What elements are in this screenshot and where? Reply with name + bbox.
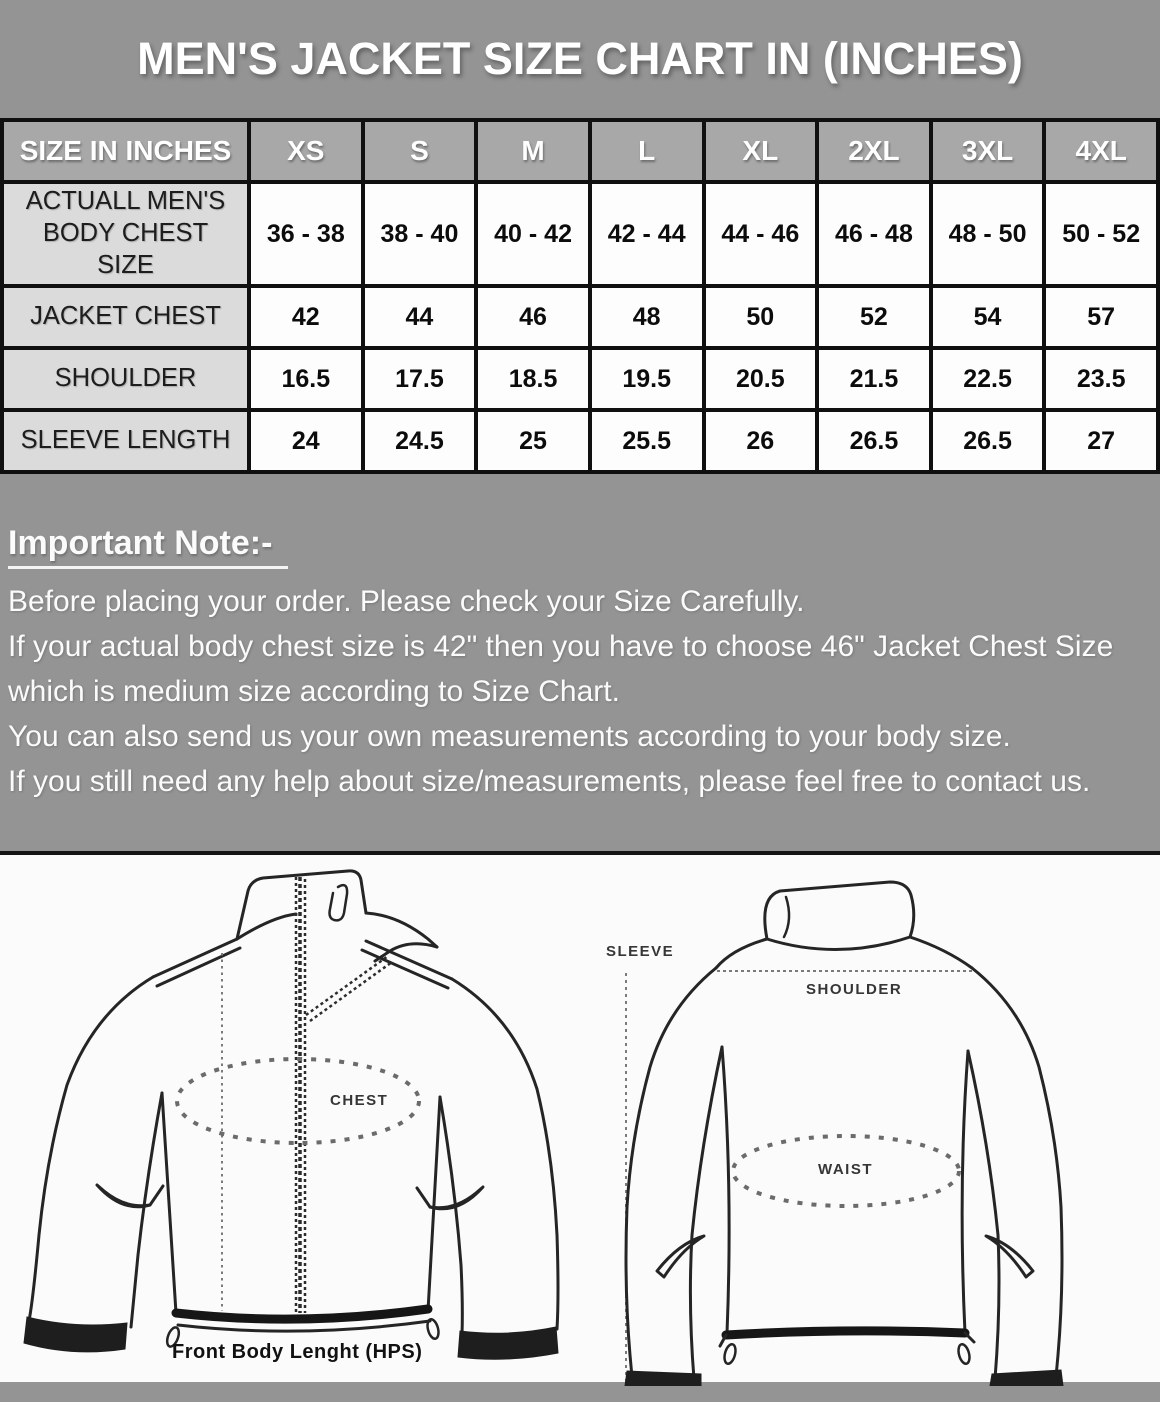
size-table-row: SLEEVE LENGTH 24 24.5 25 25.5 26 26.5 26.5 27 [0,408,1160,474]
back-left-cuff [624,1370,702,1386]
size-value-cell: 17.5 [360,346,479,412]
size-value-cell: 27 [1042,408,1160,474]
size-value-cell: 24 [247,408,365,474]
note-line: Before placing your order. Please check … [8,585,805,618]
back-shoulders [714,935,974,970]
size-value-cell: 46 [474,284,592,350]
note-body: Before placing your order. Please check … [8,579,1146,804]
front-left-cuff [23,1316,128,1353]
back-hem [718,1326,976,1365]
front-body [160,1091,442,1315]
size-header-cell: XS [247,118,365,184]
size-value-cell: 26.5 [815,408,933,474]
size-value-cell: 42 - 44 [587,180,706,288]
waist-label: WAIST [818,1161,873,1178]
size-value-cell: 36 - 38 [247,180,365,288]
size-header-cell: S [360,118,479,184]
front-body-length-label: Front Body Lenght (HPS) [172,1341,423,1363]
size-value-cell: 22.5 [928,346,1047,412]
size-table-row: SHOULDER 16.5 17.5 18.5 19.5 20.5 21.5 22.5 23.5 [0,346,1160,412]
hem-pull-icon [165,1326,181,1348]
size-header-cell: 4XL [1042,118,1160,184]
size-value-cell: 20.5 [701,346,820,412]
note-section: Important Note:- Before placing your ord… [0,474,1160,851]
sleeve-label: SLEEVE [606,943,675,960]
note-heading: Important Note:- [8,524,289,569]
collar-zip-pull-icon [328,883,349,922]
size-value-cell: 48 - 50 [928,180,1047,288]
front-shoulder-seams [151,937,454,990]
size-value-cell: 44 [360,284,479,350]
back-arms [624,966,1064,1381]
chest-measure-ellipse [175,1057,421,1145]
front-collar [235,869,439,963]
front-arms [27,975,560,1337]
size-value-cell: 48 [587,284,706,350]
size-header-cell: 3XL [928,118,1047,184]
size-value-cell: 24.5 [360,408,479,474]
back-collar [763,880,916,952]
hem-pull-icon [426,1318,440,1340]
waist-measure-ellipse [731,1134,961,1208]
size-table-header-row: SIZE IN INCHES XS S M L XL 2XL 3XL 4XL [0,118,1160,184]
size-value-cell: 26 [701,408,820,474]
size-value-cell: 21.5 [815,346,933,412]
size-value-cell: 23.5 [1042,346,1160,412]
chest-label: CHEST [330,1092,389,1109]
size-value-cell: 38 - 40 [360,180,479,288]
size-value-cell: 50 - 52 [1042,180,1160,288]
size-value-cell: 46 - 48 [815,180,933,288]
size-value-cell: 25 [474,408,592,474]
hem-pull-icon [723,1343,737,1365]
hem-pull-icon [957,1343,971,1365]
back-jacket-diagram [624,880,1064,1386]
size-value-cell: 18.5 [474,346,592,412]
size-value-cell: 25.5 [587,408,706,474]
row-label-cell: ACTUALL MEN'S BODY CHEST SIZE [0,180,251,288]
size-value-cell: 16.5 [247,346,365,412]
front-hem [165,1304,440,1348]
diagrams-section: CHEST Front Body Lenght (HPS) SLEEVE SHO… [0,851,1160,1386]
back-body [720,1045,970,1335]
note-line: If your actual body chest size is 42" th… [8,630,1114,708]
size-value-cell: 42 [247,284,365,350]
size-value-cell: 26.5 [928,408,1047,474]
note-line: If you still need any help about size/me… [8,765,1091,798]
title-band: MEN'S JACKET SIZE CHART IN (INCHES) [0,0,1160,118]
size-value-cell: 54 [928,284,1047,350]
row-label-cell: SHOULDER [0,346,251,412]
front-pockets [95,1183,485,1211]
size-value-cell: 57 [1042,284,1160,350]
size-table-corner-header: SIZE IN INCHES [0,118,251,184]
row-label-cell: JACKET CHEST [0,284,251,350]
size-value-cell: 50 [701,284,820,350]
size-value-cell: 40 - 42 [474,180,592,288]
back-right-cuff [989,1369,1064,1386]
page-title: MEN'S JACKET SIZE CHART IN (INCHES) [137,33,1023,84]
back-elbow-darts [655,1234,1035,1279]
size-table: SIZE IN INCHES XS S M L XL 2XL 3XL 4XL ACTUALL M… [0,118,1160,474]
shoulder-label: SHOULDER [806,981,903,998]
front-jacket-diagram [23,869,560,1360]
size-header-cell: M [474,118,592,184]
size-value-cell: 44 - 46 [701,180,820,288]
size-header-cell: XL [701,118,820,184]
size-value-cell: 19.5 [587,346,706,412]
front-zipper [294,877,393,1313]
note-line: You can also send us your own measuremen… [8,720,1011,753]
size-header-cell: 2XL [815,118,933,184]
size-table-body: ACTUALL MEN'S BODY CHEST SIZE 36 - 38 38 -… [0,180,1160,474]
size-table-row: JACKET CHEST 42 44 46 48 50 52 54 57 [0,284,1160,350]
row-label-cell: SLEEVE LENGTH [0,408,251,474]
size-table-row: ACTUALL MEN'S BODY CHEST SIZE 36 - 38 38 -… [0,180,1160,288]
size-value-cell: 52 [815,284,933,350]
front-right-cuff [457,1326,559,1360]
size-header-cell: L [587,118,706,184]
